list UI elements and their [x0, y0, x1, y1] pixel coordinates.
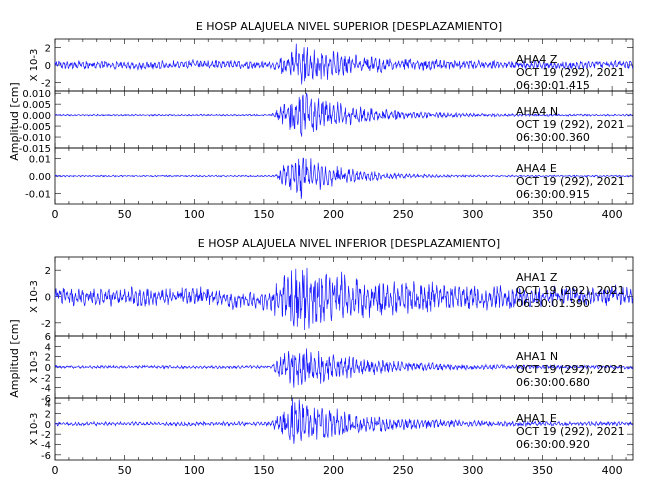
chart-title: E HOSP ALAJUELA NIVEL SUPERIOR [DESPLAZA… — [196, 20, 502, 33]
y-tick-label: -2 — [41, 373, 51, 384]
y-axis-label: Amplitud [cm] — [8, 319, 21, 397]
y-tick-label: 0.01 — [29, 155, 51, 166]
y-tick-label: 0.000 — [22, 111, 51, 122]
x-tick-label: 350 — [532, 464, 553, 477]
y-scale-label: X 10-3 — [29, 280, 40, 313]
station-label: OCT 19 (292), 2021 — [516, 425, 625, 438]
chart-title: E HOSP ALAJUELA NIVEL INFERIOR [DESPLAZA… — [198, 237, 500, 250]
waveform-series — [54, 398, 633, 444]
y-tick-label: 4 — [45, 399, 51, 410]
station-label: OCT 19 (292), 2021 — [516, 363, 625, 376]
y-tick-label: 4 — [45, 342, 51, 353]
y-tick-label: -0.005 — [19, 122, 51, 133]
y-tick-label: 2 — [45, 353, 51, 364]
y-tick-label: -2 — [41, 430, 51, 441]
y-tick-label: 2 — [45, 266, 51, 277]
x-tick-label: 400 — [602, 208, 623, 221]
waveform-series — [54, 348, 634, 388]
waveform-series — [54, 157, 633, 199]
y-scale-label: X 10-3 — [29, 413, 40, 446]
y-tick-label: -0.01 — [25, 190, 51, 201]
x-tick-label: 200 — [323, 464, 344, 477]
x-tick-label: 0 — [52, 208, 59, 221]
y-tick-label: -0.010 — [19, 133, 51, 144]
y-axis-label: Amplitud [cm] — [8, 82, 21, 160]
waveform-series — [54, 43, 634, 85]
y-tick-label: 2 — [45, 410, 51, 421]
x-tick-label: 250 — [393, 464, 414, 477]
panel-frame — [54, 397, 634, 461]
y-tick-label: -4 — [41, 441, 51, 452]
x-tick-label: 0 — [52, 464, 59, 477]
station-label: OCT 19 (292), 2021 — [516, 66, 625, 79]
station-label: AHA1 Z — [516, 271, 558, 284]
x-tick-label: 300 — [462, 464, 483, 477]
y-tick-label: -0.015 — [19, 144, 51, 155]
y-tick-label: 0.010 — [22, 89, 51, 100]
station-label: 06:30:01.390 — [516, 297, 590, 310]
y-tick-label: 0 — [45, 420, 51, 431]
y-tick-label: -4 — [41, 384, 51, 395]
y-tick-label: 0.00 — [29, 172, 51, 183]
x-tick-label: 150 — [253, 464, 274, 477]
x-tick-label: 100 — [184, 464, 205, 477]
x-tick-label: 150 — [253, 208, 274, 221]
station-label: 06:30:01.415 — [516, 79, 590, 92]
x-tick-label: 100 — [184, 208, 205, 221]
y-tick-label: 0 — [45, 293, 51, 304]
station-label: OCT 19 (292), 2021 — [516, 284, 625, 297]
y-tick-label: 0 — [45, 363, 51, 374]
station-label: AHA1 E — [516, 412, 557, 425]
station-label: AHA4 E — [516, 162, 557, 175]
y-scale-label: X 10-3 — [29, 49, 40, 82]
station-label: 06:30:00.915 — [516, 188, 590, 201]
station-label: 06:30:00.680 — [516, 376, 590, 389]
station-label: 06:30:00.920 — [516, 438, 590, 451]
x-tick-label: 200 — [323, 208, 344, 221]
x-tick-label: 250 — [393, 208, 414, 221]
y-tick-label: -6 — [41, 451, 51, 462]
waveform-series — [54, 267, 634, 331]
station-label: AHA4 N — [516, 105, 558, 118]
y-tick-label: -6 — [41, 394, 51, 405]
x-tick-label: 50 — [118, 208, 132, 221]
station-label: 06:30:00.360 — [516, 131, 590, 144]
station-label: AHA4 Z — [516, 53, 558, 66]
y-tick-label: 0 — [45, 61, 51, 72]
station-label: OCT 19 (292), 2021 — [516, 118, 625, 131]
x-tick-label: 50 — [118, 464, 132, 477]
y-scale-label: X 10-3 — [29, 351, 40, 384]
y-tick-label: 2 — [45, 44, 51, 55]
y-tick-label: 0.005 — [22, 100, 51, 111]
station-label: OCT 19 (292), 2021 — [516, 175, 625, 188]
x-tick-label: 400 — [602, 464, 623, 477]
y-tick-label: -2 — [41, 319, 51, 330]
y-tick-label: 6 — [45, 332, 51, 343]
waveform-series — [54, 92, 633, 137]
x-tick-label: 350 — [532, 208, 553, 221]
x-tick-label: 300 — [462, 208, 483, 221]
station-label: AHA1 N — [516, 350, 558, 363]
y-tick-label: -2 — [41, 78, 51, 89]
